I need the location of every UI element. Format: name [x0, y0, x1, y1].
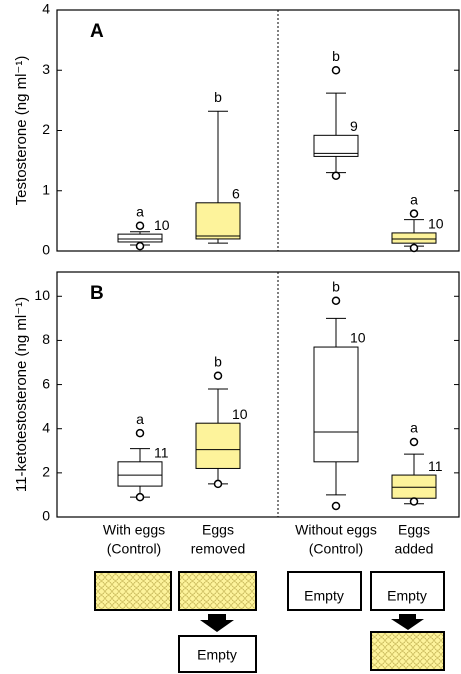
group-letter: a	[410, 191, 418, 207]
y-tick-label: 8	[42, 331, 50, 347]
group-letter: b	[214, 89, 222, 105]
n-label: 10	[154, 217, 170, 233]
tank-eggs	[371, 632, 444, 670]
y-axis-label: Testosterone (ng ml⁻¹)	[13, 56, 30, 206]
x-tick-label: (Control)	[107, 541, 161, 557]
y-tick-label: 4	[42, 419, 50, 435]
flier	[333, 297, 340, 304]
flier	[137, 494, 144, 501]
y-tick-label: 3	[42, 61, 50, 77]
group-letter: b	[332, 278, 340, 294]
flier	[411, 210, 418, 217]
box	[118, 234, 162, 242]
flier	[333, 172, 340, 179]
tank-label: Empty	[387, 588, 427, 604]
y-axis-label: 11-ketotestosterone (ng ml⁻¹)	[13, 297, 30, 492]
n-label: 11	[154, 445, 169, 461]
group-letter: a	[136, 203, 144, 219]
flier	[137, 243, 144, 250]
x-tick-label: (Control)	[309, 541, 363, 557]
plot-frame	[57, 10, 459, 251]
flier	[333, 67, 340, 74]
x-tick-label: removed	[191, 541, 245, 557]
flier	[411, 438, 418, 445]
box	[196, 423, 240, 468]
panel-label: A	[90, 21, 104, 42]
group-letter: b	[332, 48, 340, 64]
box	[196, 203, 240, 239]
y-tick-label: 2	[42, 464, 50, 480]
chart: Empty Empty Empty 0 1 2 3 4 A Testosterone (ng…	[0, 0, 461, 674]
y-tick-label: 2	[42, 121, 50, 137]
y-tick-label: 4	[42, 1, 50, 17]
tank-eggs	[179, 572, 256, 610]
group-letter: b	[214, 353, 222, 369]
n-label: 11	[428, 458, 443, 474]
y-tick-label: 0	[42, 508, 50, 524]
tank-label: Empty	[197, 647, 237, 663]
x-tick-label: added	[395, 541, 434, 557]
panel-label: B	[90, 283, 104, 304]
arrow	[200, 614, 234, 632]
arrow	[391, 614, 424, 630]
n-label: 10	[350, 330, 366, 346]
x-tick-label: Without eggs	[295, 522, 377, 538]
n-label: 9	[350, 118, 358, 134]
x-tick-label: Eggs	[202, 522, 234, 538]
flier	[215, 372, 222, 379]
box	[314, 347, 358, 462]
box	[118, 462, 162, 486]
n-label: 10	[428, 216, 444, 232]
flier	[333, 502, 340, 509]
n-label: 10	[232, 406, 248, 422]
y-tick-label: 1	[42, 181, 50, 197]
y-tick-label: 10	[34, 287, 50, 303]
tank-label: Empty	[304, 588, 344, 604]
n-label: 6	[232, 186, 240, 202]
group-letter: a	[136, 411, 144, 427]
flier	[137, 222, 144, 229]
flier	[137, 430, 144, 437]
x-tick-label: With eggs	[103, 522, 165, 538]
flier	[215, 480, 222, 487]
flier	[411, 498, 418, 505]
tank-eggs	[95, 572, 171, 610]
box	[392, 233, 436, 243]
box	[392, 475, 436, 498]
diagram: Empty Empty Empty	[95, 572, 444, 672]
y-tick-label: 0	[42, 242, 50, 258]
group-letter: a	[410, 420, 418, 436]
x-tick-label: Eggs	[398, 522, 430, 538]
y-tick-label: 6	[42, 375, 50, 391]
flier	[411, 244, 418, 251]
